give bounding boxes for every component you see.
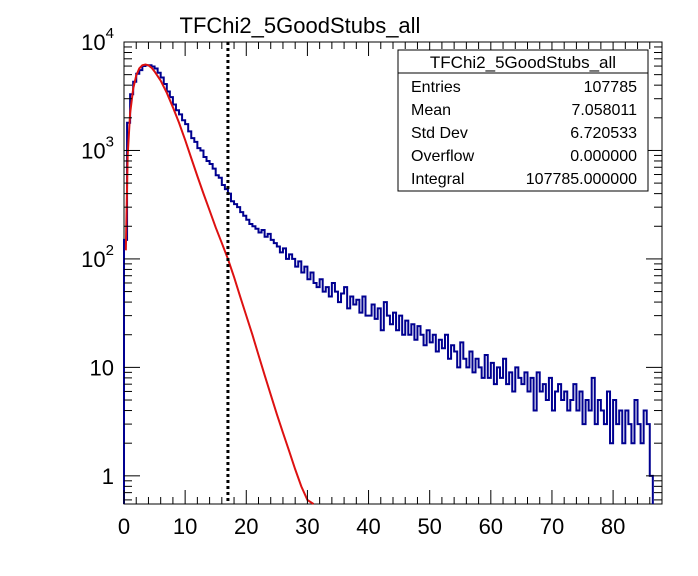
x-tick-label: 60 xyxy=(479,514,503,539)
axis-ticks-layer: 0 10 20 30 40 50 60 70 80 1 10 102 103 104 xyxy=(81,25,663,539)
stats-box: TFChi2_5GoodStubs_all Entries 107785 Mean 7… xyxy=(397,49,649,192)
x-tick-label: 20 xyxy=(234,514,258,539)
chart-title: TFChi2_5GoodStubs_all xyxy=(180,13,421,38)
stats-box-title: TFChi2_5GoodStubs_all xyxy=(430,53,616,72)
stats-row-label: Entries xyxy=(411,79,461,96)
stats-row-label: Overflow xyxy=(411,148,475,165)
x-tick-label: 30 xyxy=(295,514,319,539)
histogram-line xyxy=(123,64,654,504)
y-tick-label: 103 xyxy=(81,133,114,163)
x-tick-label: 0 xyxy=(118,514,130,539)
stats-row-label: Mean xyxy=(411,102,451,119)
stats-row-label: Integral xyxy=(411,171,464,188)
stats-row-label: Std Dev xyxy=(411,125,468,142)
stats-row-value: 107785 xyxy=(584,79,637,96)
x-tick-label: 50 xyxy=(417,514,441,539)
plot-area: 0 10 20 30 40 50 60 70 80 1 10 102 103 104 xyxy=(81,25,663,539)
y-tick-label: 104 xyxy=(81,25,114,55)
y-tick-label: 102 xyxy=(81,242,114,272)
stats-row-value: 6.720533 xyxy=(570,125,637,142)
stats-rows: Entries 107785 Mean 7.058011 Std Dev 6.720533… xyxy=(411,79,637,188)
stats-row-value: 0.000000 xyxy=(570,148,637,165)
x-tick-label: 80 xyxy=(601,514,625,539)
fit-layer xyxy=(124,63,315,505)
x-tick-label: 10 xyxy=(173,514,197,539)
y-tick-label: 1 xyxy=(102,464,114,489)
y-tick-label: 10 xyxy=(90,355,114,380)
fit-curve xyxy=(124,63,315,505)
stats-row-value: 107785.000000 xyxy=(526,171,637,188)
stats-row-value: 7.058011 xyxy=(571,102,637,119)
histogram-layer xyxy=(123,64,654,504)
x-tick-label: 70 xyxy=(540,514,564,539)
x-tick-label: 40 xyxy=(356,514,380,539)
